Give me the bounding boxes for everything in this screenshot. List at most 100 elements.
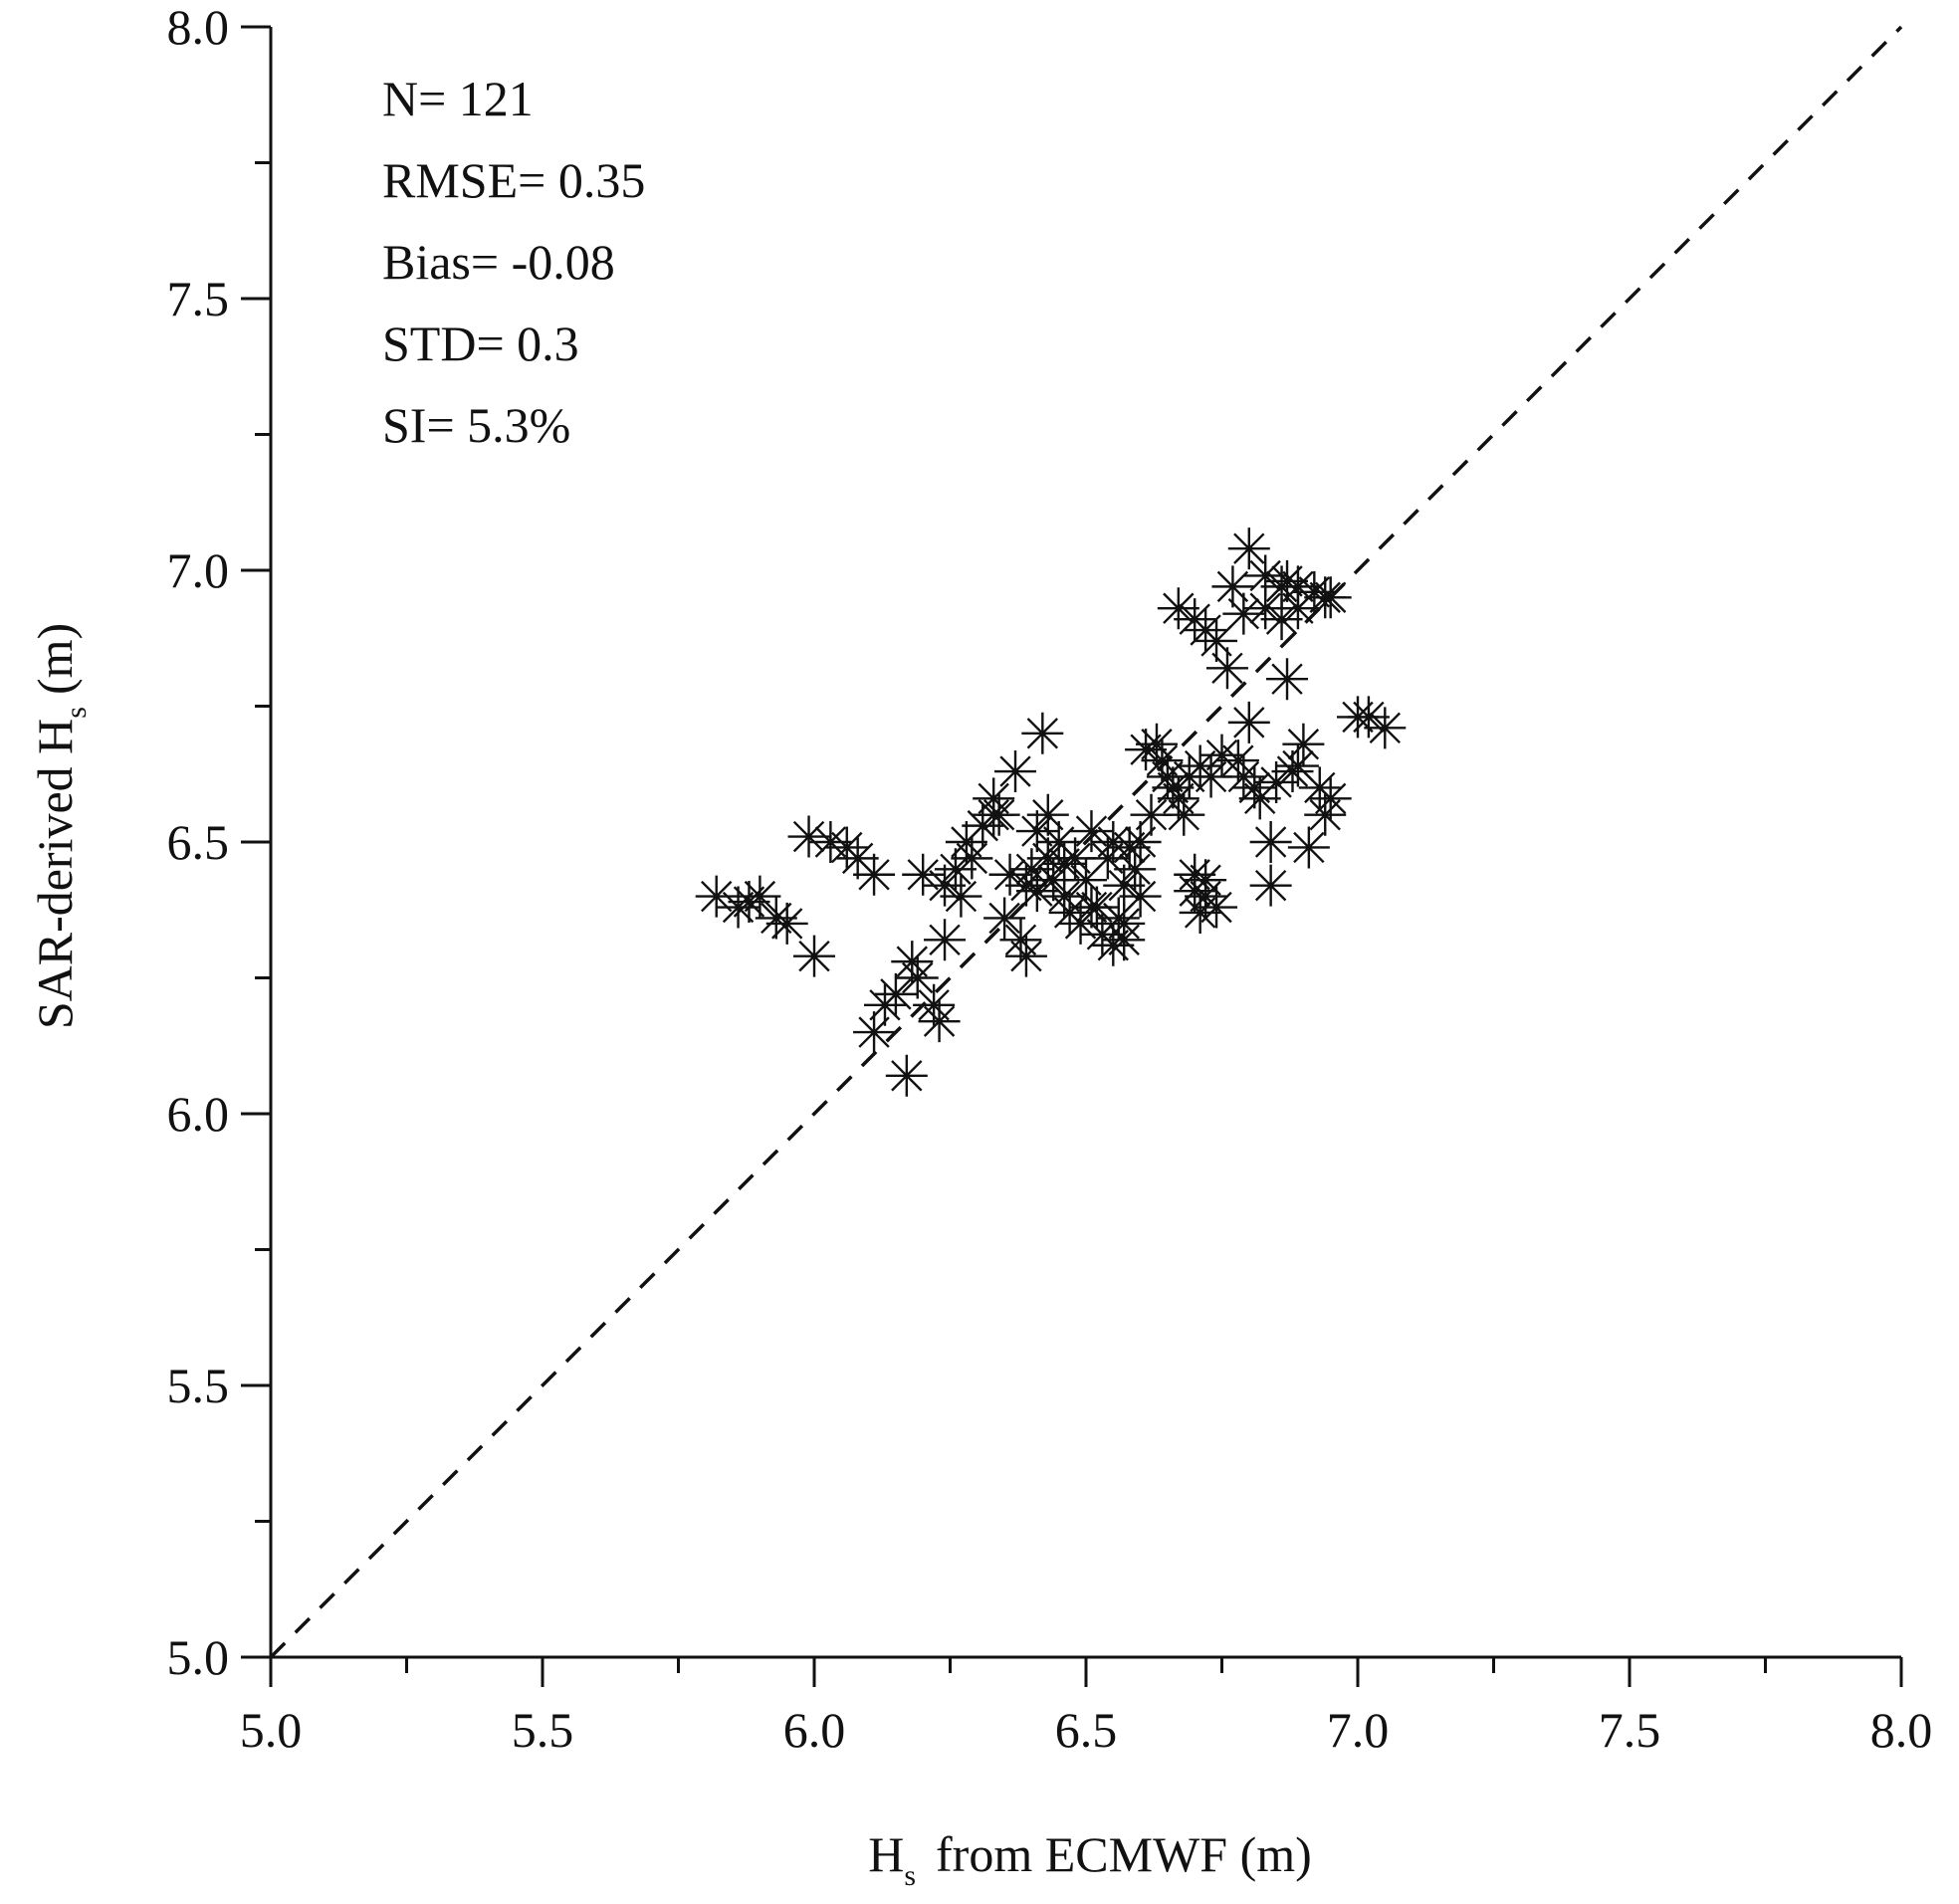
data-point [728,881,770,924]
data-point [1227,701,1270,743]
data-point [994,750,1037,793]
data-point [1287,826,1330,869]
data-point [1266,658,1309,701]
data-point [1004,864,1047,907]
data-point [1130,793,1173,836]
data-point [1238,777,1281,820]
data-point [1043,842,1086,885]
data-point [1125,729,1168,771]
data-point [1103,902,1146,945]
data-point [1157,777,1199,820]
data-point [1233,766,1276,809]
data-point [1114,848,1157,891]
data-point [1119,875,1162,918]
data-point [809,821,852,863]
data-point [1347,696,1390,739]
data-point [924,864,967,907]
data-point [1157,587,1199,630]
data-point [739,875,781,918]
data-point [1119,821,1162,863]
data-point [1092,924,1135,966]
data-point [1249,821,1292,863]
data-point [1026,837,1069,880]
data-point [1196,886,1238,929]
data-point [874,972,917,1015]
data-point [793,935,835,977]
data-point [1135,723,1178,765]
data-point [1103,864,1146,907]
data-point [1222,592,1265,635]
y-axis-label-rest: (m) [27,623,83,695]
data-point [940,875,982,918]
y-axis-label: SAR-derived Hs (m) [27,623,93,1029]
data-point [891,941,934,983]
data-point [1004,935,1047,977]
data-point [1043,875,1086,918]
scatter-points [695,528,1407,1097]
x-tick-label: 6.0 [783,1702,846,1758]
y-tick-label: 5.0 [167,1629,230,1685]
data-point [885,1054,928,1097]
stat-rmse: RMSE= 0.35 [382,152,645,208]
data-point [934,848,977,891]
statistics-annotation: N= 121 RMSE= 0.35 Bias= -0.08 STD= 0.3 S… [382,71,645,453]
data-point [1216,740,1259,782]
data-point [1260,598,1303,641]
reference-line-layer [269,25,1903,1659]
x-tick-label: 5.0 [240,1702,303,1758]
data-point [1026,793,1069,836]
data-point [1276,744,1319,787]
x-tick-label: 5.5 [512,1702,574,1758]
data-point [945,821,987,863]
data-point [1309,777,1352,820]
data-point [755,897,797,940]
data-point [1304,576,1347,619]
y-tick-label: 6.0 [167,1086,230,1142]
y-tick-label: 7.0 [167,542,230,598]
data-point [1227,528,1270,570]
data-point [1205,647,1248,690]
data-point [1086,837,1129,880]
data-point [983,897,1026,940]
data-point [836,837,879,880]
data-point [1141,740,1184,782]
data-point [1364,707,1407,749]
stat-n: N= 121 [382,71,534,126]
data-point [717,886,760,929]
data-point [1244,587,1287,630]
data-point [902,853,945,896]
data-point [853,853,896,896]
stat-si: SI= 5.3% [382,397,570,453]
data-point [1092,821,1135,863]
reference-line-1to1 [269,25,1903,1659]
y-tick-label: 8.0 [167,0,230,55]
data-point [1255,760,1298,803]
x-axis-label-main: H [868,1826,904,1882]
x-tick-label: 6.5 [1055,1702,1118,1758]
data-point [787,815,830,858]
y-tick-label: 7.5 [167,271,230,326]
y-axis-label-main: SAR-derived H [27,719,83,1029]
data-point [1070,810,1113,853]
data-point [1276,565,1319,608]
data-point [695,875,738,918]
data-point [1152,766,1195,809]
data-point [1185,859,1227,902]
data-point [1266,559,1309,602]
data-point [1037,821,1080,863]
data-point [1108,826,1151,869]
data-point [1070,886,1113,929]
data-point [1010,848,1053,891]
x-tick-label: 7.5 [1599,1702,1661,1758]
y-tick-label: 5.5 [167,1358,230,1413]
data-point [1059,902,1102,945]
data-point [1249,864,1292,907]
data-point [1190,755,1232,798]
data-point [1174,853,1216,896]
data-point [896,956,939,999]
stat-std: STD= 0.3 [382,316,579,371]
x-axis-label-rest: from ECMWF (m) [936,1826,1312,1882]
data-point [988,853,1031,896]
data-point [1146,755,1189,798]
